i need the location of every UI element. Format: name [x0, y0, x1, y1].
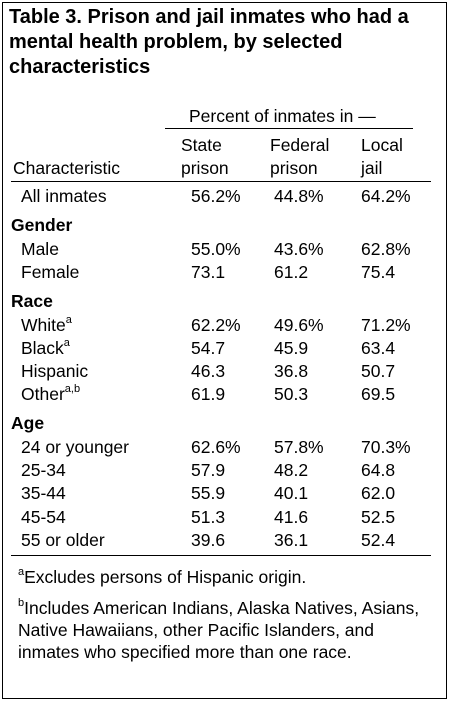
row-label-hispanic: Hispanic: [21, 361, 89, 381]
cell-other-federal: 50.3: [274, 384, 309, 404]
section-heading-gender: Gender: [11, 215, 73, 235]
cell-24-local: 70.3%: [361, 437, 411, 457]
footnote-marker: a: [63, 337, 70, 349]
cell-55-state: 39.6: [191, 530, 226, 550]
row-label-white: Whitea: [21, 314, 72, 336]
section-heading-age: Age: [11, 413, 45, 433]
col-local-header-line1: Local: [361, 135, 403, 155]
cell-white-local: 71.2%: [361, 315, 411, 335]
characteristic-header: Characteristic: [13, 158, 120, 178]
cell-45-54-local: 52.5: [361, 507, 396, 527]
footnote-marker: a: [65, 314, 72, 326]
cell-hispanic-state: 46.3: [191, 361, 226, 381]
table-bottom-rule: [11, 555, 431, 556]
cell-other-local: 69.5: [361, 384, 396, 404]
row-label-25-34: 25-34: [21, 460, 66, 480]
cell-female-local: 75.4: [361, 262, 396, 282]
spanner-rule: [165, 128, 413, 129]
cell-all-local: 64.2%: [361, 186, 411, 206]
cell-hispanic-federal: 36.8: [274, 361, 309, 381]
cell-female-state: 73.1: [191, 262, 226, 282]
footnote-b: bIncludes American Indians, Alaska Nativ…: [18, 597, 420, 663]
cell-all-state: 56.2%: [191, 186, 241, 206]
footnote-a-marker: a: [18, 566, 25, 578]
header-rule: [11, 181, 431, 182]
cell-24-federal: 57.8%: [274, 437, 324, 457]
row-label-24-or-younger: 24 or younger: [21, 437, 129, 457]
cell-45-54-state: 51.3: [191, 507, 226, 527]
cell-hispanic-local: 50.7: [361, 361, 396, 381]
cell-35-44-federal: 40.1: [274, 483, 309, 503]
cell-black-local: 63.4: [361, 338, 396, 358]
cell-other-state: 61.9: [191, 384, 226, 404]
footnote-b-marker: b: [18, 597, 25, 609]
cell-male-local: 62.8%: [361, 239, 411, 259]
col-local-header-line2: jail: [361, 158, 383, 178]
col-state-header-line2: prison: [181, 158, 229, 178]
row-label-other: Othera,b: [21, 383, 81, 405]
cell-all-federal: 44.8%: [274, 186, 324, 206]
cell-white-federal: 49.6%: [274, 315, 324, 335]
row-label-45-54: 45-54: [21, 507, 66, 527]
cell-45-54-federal: 41.6: [274, 507, 309, 527]
cell-24-state: 62.6%: [191, 437, 241, 457]
cell-55-local: 52.4: [361, 530, 396, 550]
cell-35-44-state: 55.9: [191, 483, 226, 503]
cell-female-federal: 61.2: [274, 262, 309, 282]
footnote-a: aExcludes persons of Hispanic origin.: [18, 566, 307, 588]
table-frame: [2, 2, 447, 699]
row-label-black: Blacka: [21, 337, 70, 359]
table-title: Table 3. Prison and jail inmates who had…: [9, 6, 409, 78]
cell-male-state: 55.0%: [191, 239, 241, 259]
footnote-marker: a,b: [64, 383, 81, 395]
col-state-header-line1: State: [181, 135, 222, 155]
col-federal-header-line2: prison: [270, 158, 318, 178]
row-label-55-or-older: 55 or older: [21, 530, 105, 550]
row-label-male: Male: [21, 239, 59, 259]
section-heading-race: Race: [11, 291, 53, 311]
row-label-all-inmates: All inmates: [21, 186, 107, 206]
cell-white-state: 62.2%: [191, 315, 241, 335]
col-federal-header-line1: Federal: [270, 135, 330, 155]
cell-black-federal: 45.9: [274, 338, 309, 358]
cell-25-34-state: 57.9: [191, 460, 226, 480]
row-label-35-44: 35-44: [21, 483, 66, 503]
cell-black-state: 54.7: [191, 338, 226, 358]
cell-25-34-local: 64.8: [361, 460, 396, 480]
cell-55-federal: 36.1: [274, 530, 309, 550]
cell-25-34-federal: 48.2: [274, 460, 309, 480]
cell-35-44-local: 62.0: [361, 483, 396, 503]
row-label-female: Female: [21, 262, 80, 282]
cell-male-federal: 43.6%: [274, 239, 324, 259]
column-spanner-header: Percent of inmates in —: [189, 106, 376, 126]
